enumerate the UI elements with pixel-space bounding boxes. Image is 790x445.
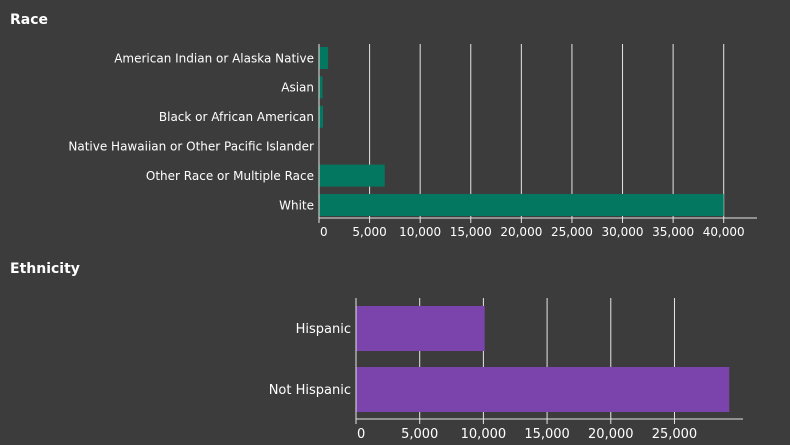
bar <box>319 76 323 99</box>
category-label: Other Race or Multiple Race <box>146 169 314 183</box>
category-label: American Indian or Alaska Native <box>114 51 314 65</box>
bar <box>356 367 730 412</box>
tick-label: 0 <box>320 225 328 239</box>
bar <box>319 164 385 187</box>
bar <box>356 306 485 351</box>
tick-label: 0 <box>357 427 365 442</box>
category-label: White <box>279 198 314 212</box>
tick-label: 15,000 <box>450 225 492 239</box>
category-label: Native Hawaiian or Other Pacific Islande… <box>68 140 314 154</box>
tick-label: 40,000 <box>703 225 745 239</box>
bar <box>319 47 329 69</box>
race-chart-title: Race <box>10 12 49 28</box>
race-chart: American Indian or Alaska Native Asian Bla… <box>68 44 757 239</box>
ethnicity-chart-title: Ethnicity <box>10 261 80 277</box>
tick-label: 25,000 <box>551 225 593 239</box>
category-label: Hispanic <box>296 322 351 337</box>
tick-label: 15,000 <box>524 427 570 442</box>
tick-label: 10,000 <box>399 225 441 239</box>
tick-label: 25,000 <box>652 427 698 442</box>
tick-label: 10,000 <box>461 427 507 442</box>
tick-label: 5,000 <box>352 225 386 239</box>
ethnicity-chart: Hispanic Not Hispanic 0 5,000 10,000 15,000 20… <box>269 298 743 442</box>
tick-label: 30,000 <box>602 225 644 239</box>
tick-label: 5,000 <box>401 427 438 442</box>
category-label: Not Hispanic <box>269 383 351 398</box>
tick-label: 20,000 <box>588 427 634 442</box>
bar <box>319 105 324 128</box>
tick-label: 35,000 <box>652 225 694 239</box>
tick-label: 20,000 <box>500 225 542 239</box>
category-label: Asian <box>281 81 314 95</box>
category-label: Black or African American <box>159 110 314 124</box>
bar <box>319 194 724 216</box>
